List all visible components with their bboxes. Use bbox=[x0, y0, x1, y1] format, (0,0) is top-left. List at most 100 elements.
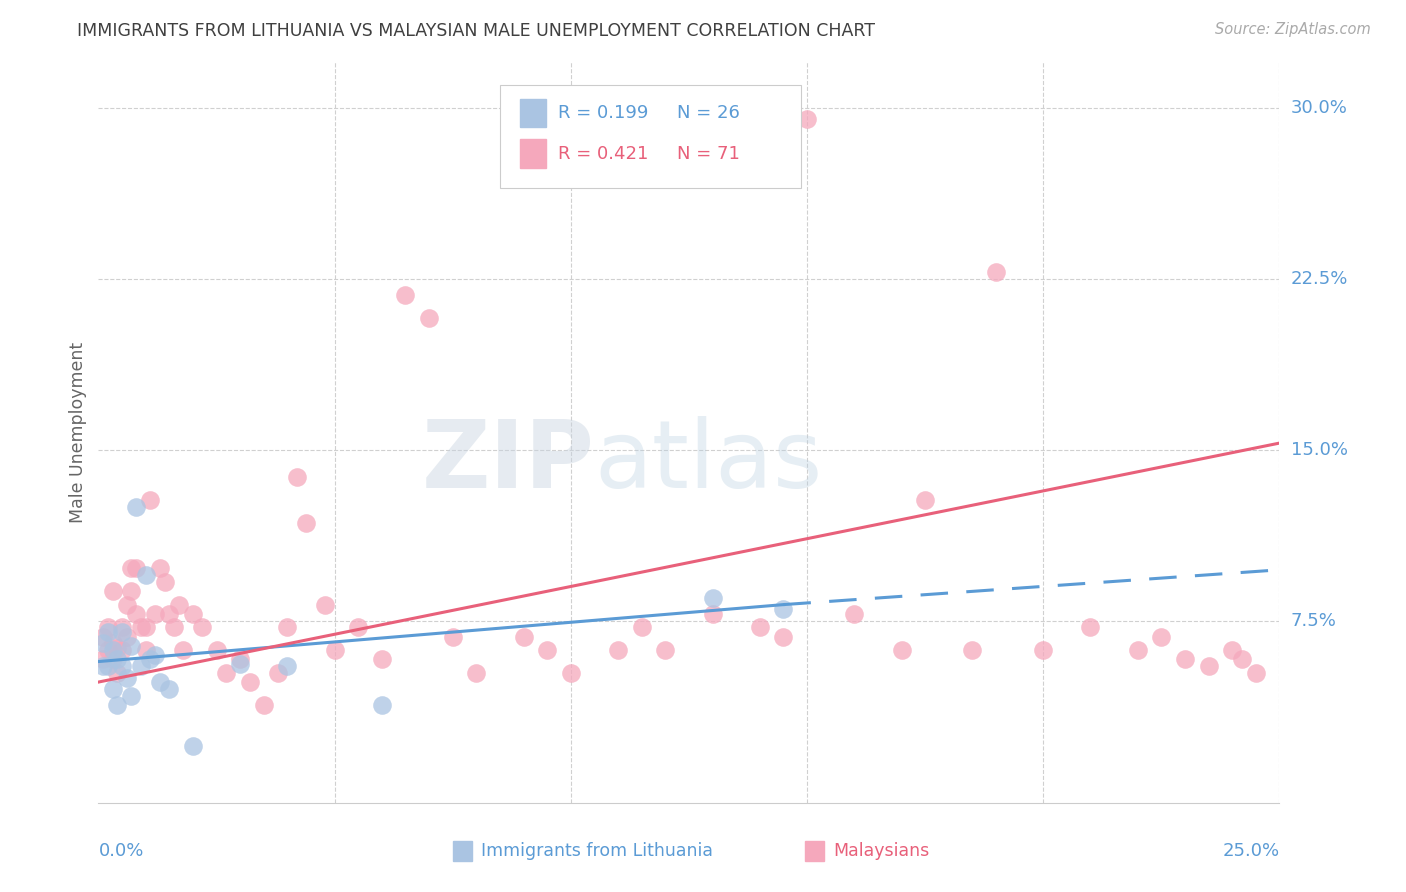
Point bbox=[239, 675, 262, 690]
Point bbox=[135, 643, 157, 657]
Point bbox=[101, 652, 124, 666]
Point bbox=[1150, 630, 1173, 644]
Point bbox=[1126, 643, 1149, 657]
Point bbox=[101, 643, 124, 657]
Point bbox=[139, 652, 162, 666]
Point bbox=[772, 602, 794, 616]
Point bbox=[323, 643, 346, 657]
Text: Immigrants from Lithuania: Immigrants from Lithuania bbox=[481, 842, 713, 860]
Point bbox=[796, 112, 818, 127]
Point bbox=[157, 681, 180, 696]
Point bbox=[394, 287, 416, 301]
Point bbox=[91, 652, 114, 666]
Text: ZIP: ZIP bbox=[422, 417, 595, 508]
Point bbox=[121, 689, 143, 703]
Point bbox=[91, 636, 114, 650]
Point bbox=[181, 739, 204, 753]
Text: 22.5%: 22.5% bbox=[1291, 270, 1348, 288]
Point bbox=[347, 620, 370, 634]
Point bbox=[314, 598, 336, 612]
Point bbox=[111, 643, 134, 657]
Point bbox=[163, 620, 186, 634]
Point bbox=[97, 620, 120, 634]
Point bbox=[630, 620, 652, 634]
Text: atlas: atlas bbox=[595, 417, 823, 508]
Point bbox=[295, 516, 318, 530]
Point bbox=[371, 698, 394, 712]
Text: N = 26: N = 26 bbox=[678, 103, 740, 122]
Point bbox=[267, 665, 290, 680]
Point bbox=[702, 607, 724, 621]
Point bbox=[890, 643, 912, 657]
Point bbox=[1244, 665, 1267, 680]
Point bbox=[1220, 643, 1243, 657]
Point bbox=[91, 630, 114, 644]
Point bbox=[105, 698, 128, 712]
Point bbox=[205, 643, 228, 657]
Point bbox=[149, 561, 172, 575]
Point bbox=[914, 492, 936, 507]
Point bbox=[129, 659, 152, 673]
Point bbox=[121, 583, 143, 598]
Point bbox=[276, 659, 298, 673]
Point bbox=[560, 665, 582, 680]
FancyBboxPatch shape bbox=[501, 85, 801, 188]
Point bbox=[984, 265, 1007, 279]
Point bbox=[97, 643, 120, 657]
Text: 15.0%: 15.0% bbox=[1291, 441, 1347, 458]
Point bbox=[229, 657, 252, 671]
Point bbox=[844, 607, 866, 621]
Point bbox=[1174, 652, 1197, 666]
Point bbox=[702, 591, 724, 605]
Point bbox=[465, 665, 488, 680]
Point bbox=[512, 630, 534, 644]
Point bbox=[125, 607, 148, 621]
Point bbox=[135, 620, 157, 634]
Point bbox=[772, 630, 794, 644]
Point bbox=[371, 652, 394, 666]
Point bbox=[91, 659, 114, 673]
Point bbox=[153, 574, 176, 589]
Text: R = 0.421: R = 0.421 bbox=[558, 145, 648, 162]
Point bbox=[1198, 659, 1220, 673]
Point bbox=[105, 665, 128, 680]
Point bbox=[172, 643, 194, 657]
Point bbox=[111, 620, 134, 634]
Point bbox=[748, 620, 770, 634]
Text: IMMIGRANTS FROM LITHUANIA VS MALAYSIAN MALE UNEMPLOYMENT CORRELATION CHART: IMMIGRANTS FROM LITHUANIA VS MALAYSIAN M… bbox=[77, 22, 876, 40]
Point bbox=[101, 681, 124, 696]
Text: 7.5%: 7.5% bbox=[1291, 612, 1337, 630]
Point bbox=[962, 643, 984, 657]
Point bbox=[115, 630, 138, 644]
Point bbox=[1080, 620, 1102, 634]
Point bbox=[115, 598, 138, 612]
Bar bbox=[453, 840, 471, 862]
Point bbox=[215, 665, 238, 680]
Point bbox=[654, 643, 676, 657]
Point bbox=[418, 310, 440, 325]
Point bbox=[229, 652, 252, 666]
Text: N = 71: N = 71 bbox=[678, 145, 740, 162]
Bar bbox=[520, 139, 546, 168]
Point bbox=[129, 620, 152, 634]
Point bbox=[441, 630, 464, 644]
Point bbox=[111, 659, 134, 673]
Point bbox=[121, 561, 143, 575]
Point bbox=[105, 652, 128, 666]
Point bbox=[97, 659, 120, 673]
Text: R = 0.199: R = 0.199 bbox=[558, 103, 648, 122]
Text: 30.0%: 30.0% bbox=[1291, 99, 1347, 117]
Point bbox=[149, 675, 172, 690]
Point bbox=[101, 636, 124, 650]
Point bbox=[139, 492, 162, 507]
Point bbox=[191, 620, 214, 634]
Y-axis label: Male Unemployment: Male Unemployment bbox=[69, 342, 87, 524]
Point bbox=[125, 561, 148, 575]
Point bbox=[143, 607, 166, 621]
Point bbox=[97, 624, 120, 639]
Text: 0.0%: 0.0% bbox=[98, 842, 143, 860]
Point bbox=[125, 500, 148, 514]
Point bbox=[101, 583, 124, 598]
Text: Source: ZipAtlas.com: Source: ZipAtlas.com bbox=[1215, 22, 1371, 37]
Point bbox=[105, 640, 128, 655]
